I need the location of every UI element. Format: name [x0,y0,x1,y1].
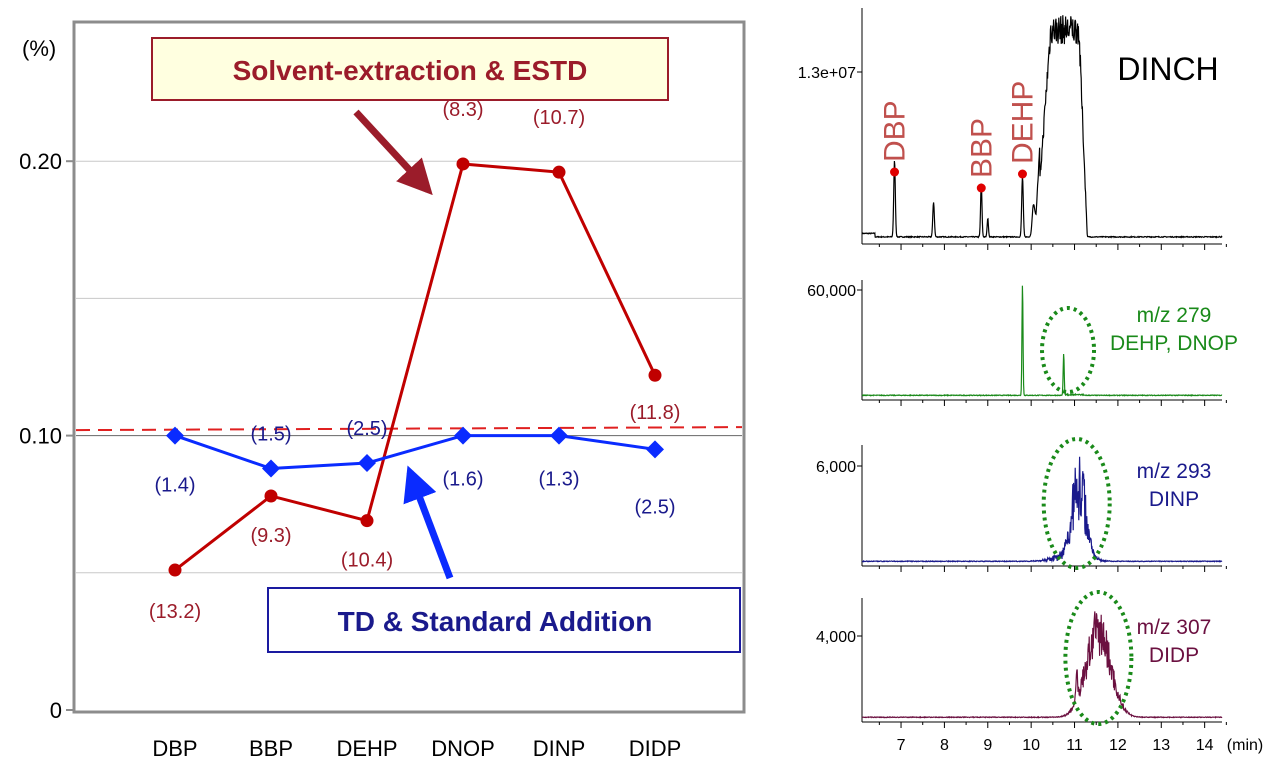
chromatogram-label: DIDP [1149,644,1199,667]
solvent-callout-text: Solvent-extraction & ESTD [233,55,588,86]
data-label-solvent: (10.7) [533,107,585,129]
x-tick-label: BBP [249,736,293,761]
peak-marker [890,167,900,177]
peak-label: BBP [965,118,998,178]
y-tick-label: 0.10 [19,424,62,449]
series-group: (13.2) (9.3) (10.4) (8.3) (10.7) (11.8) (1.4) (… [149,99,681,623]
solvent-callout: Solvent-extraction & ESTD [151,37,669,196]
data-label-solvent: (10.4) [341,550,393,572]
chromatogram-x-tick-label: 12 [1109,737,1127,754]
x-tick-label: DBP [152,736,197,761]
chromatogram-mz307: 4,000 m/z 307 DIDP [816,590,1227,728]
solvent-callout-box [151,37,669,101]
data-point-solvent [552,165,566,179]
td-callout-text: TD & Standard Addition [338,606,653,637]
x-tick-label: DINP [533,736,586,761]
chromatogram-x-tick-label: 13 [1152,737,1170,754]
chromatogram-trace [861,285,1223,397]
solvent-callout-arrow [353,109,433,196]
chromatogram-tic: 1.3e+07 DINCH DBP BBP DEHP [798,8,1227,250]
reference-dashed-line [75,426,743,432]
chromatogram-y-tick-label: 6,000 [816,459,856,476]
data-label-td: (1.5) [250,424,291,446]
x-axis: DBP BBP DEHP DNOP DINP DIDP [152,736,681,761]
td-callout: TD & Standard Addition [267,465,741,653]
x-tick-label: DIDP [629,736,682,761]
y-axis: 0 0.10 0.20 [19,149,74,723]
data-point-td [262,459,280,478]
data-label-td: (1.3) [538,469,579,491]
td-callout-arrow [403,465,454,580]
data-point-solvent [168,563,182,577]
y-tick-label: 0.20 [19,149,62,174]
data-point-td [358,454,376,473]
x-tick-label: DNOP [431,736,495,761]
chromatogram-y-tick-label: 1.3e+07 [798,65,856,82]
series-line-td [174,434,656,471]
chromatogram-x-axis-unit: (min) [1227,737,1263,754]
x-tick-label: DEHP [336,736,397,761]
series-line-solvent [174,162,657,572]
chromatogram-x-tick-label: 11 [1066,737,1083,754]
chromatogram-x-tick-label: 7 [897,737,906,754]
data-point-td [454,426,472,445]
chromatogram-y-tick-label: 4,000 [816,629,856,646]
data-point-td [166,426,184,445]
data-label-solvent: (13.2) [149,601,201,623]
highlight-ellipse [1063,590,1134,726]
chromatogram-label: DINCH [1117,51,1218,87]
data-label-td: (1.4) [154,475,195,497]
chromatogram-x-tick-label: 14 [1196,737,1214,754]
chromatogram-label: m/z 279 [1137,304,1212,327]
peak-marker [1017,169,1027,179]
highlight-ellipse [1041,437,1112,570]
chromatogram-mz293: 6,000 m/z 293 DINP [816,437,1227,572]
chromatogram-trace [861,611,1223,719]
peak-label: DBP [879,100,912,162]
peak-label: DEHP [1006,81,1039,164]
data-label-solvent: (9.3) [250,525,291,547]
peak-marker [976,183,986,193]
data-point-td [646,440,664,459]
y-axis-label: (%) [22,36,56,61]
chromatogram-panels: 1.3e+07 DINCH DBP BBP DEHP 60,000 m/z 279 DEHP,… [798,8,1263,754]
highlight-ellipse [1040,306,1097,394]
chromatogram-label: DINP [1149,488,1199,511]
chromatogram-label: m/z 293 [1137,460,1212,483]
chromatogram-trace [861,15,1223,239]
data-point-solvent [264,489,278,503]
data-point-td [550,426,568,445]
chromatogram-trace [861,456,1223,564]
data-label-td: (1.6) [442,469,483,491]
data-point-solvent [648,368,662,382]
data-label-solvent: (11.8) [630,402,681,424]
data-label-solvent: (8.3) [442,99,483,121]
chromatogram-x-tick-label: 9 [983,737,992,754]
recovery-line-chart: 0 0.10 0.20 (%) DBP BBP DEHP DNOP DINP DIDP (13… [19,20,746,761]
chromatogram-x-tick-label: 8 [940,737,949,754]
td-callout-box [267,587,741,653]
chromatogram-y-tick-label: 60,000 [807,283,856,300]
y-tick-label: 0 [50,698,62,723]
chromatogram-x-tick-label: 10 [1022,737,1040,754]
data-label-td: (2.5) [634,496,675,518]
chromatogram-label: DEHP, DNOP [1110,332,1238,355]
chromatogram-label: m/z 307 [1137,616,1212,639]
chromatogram-mz279: 60,000 m/z 279 DEHP, DNOP [807,280,1238,406]
data-label-td: (2.5) [346,418,387,440]
data-point-solvent [456,157,470,171]
data-point-solvent [360,514,374,528]
